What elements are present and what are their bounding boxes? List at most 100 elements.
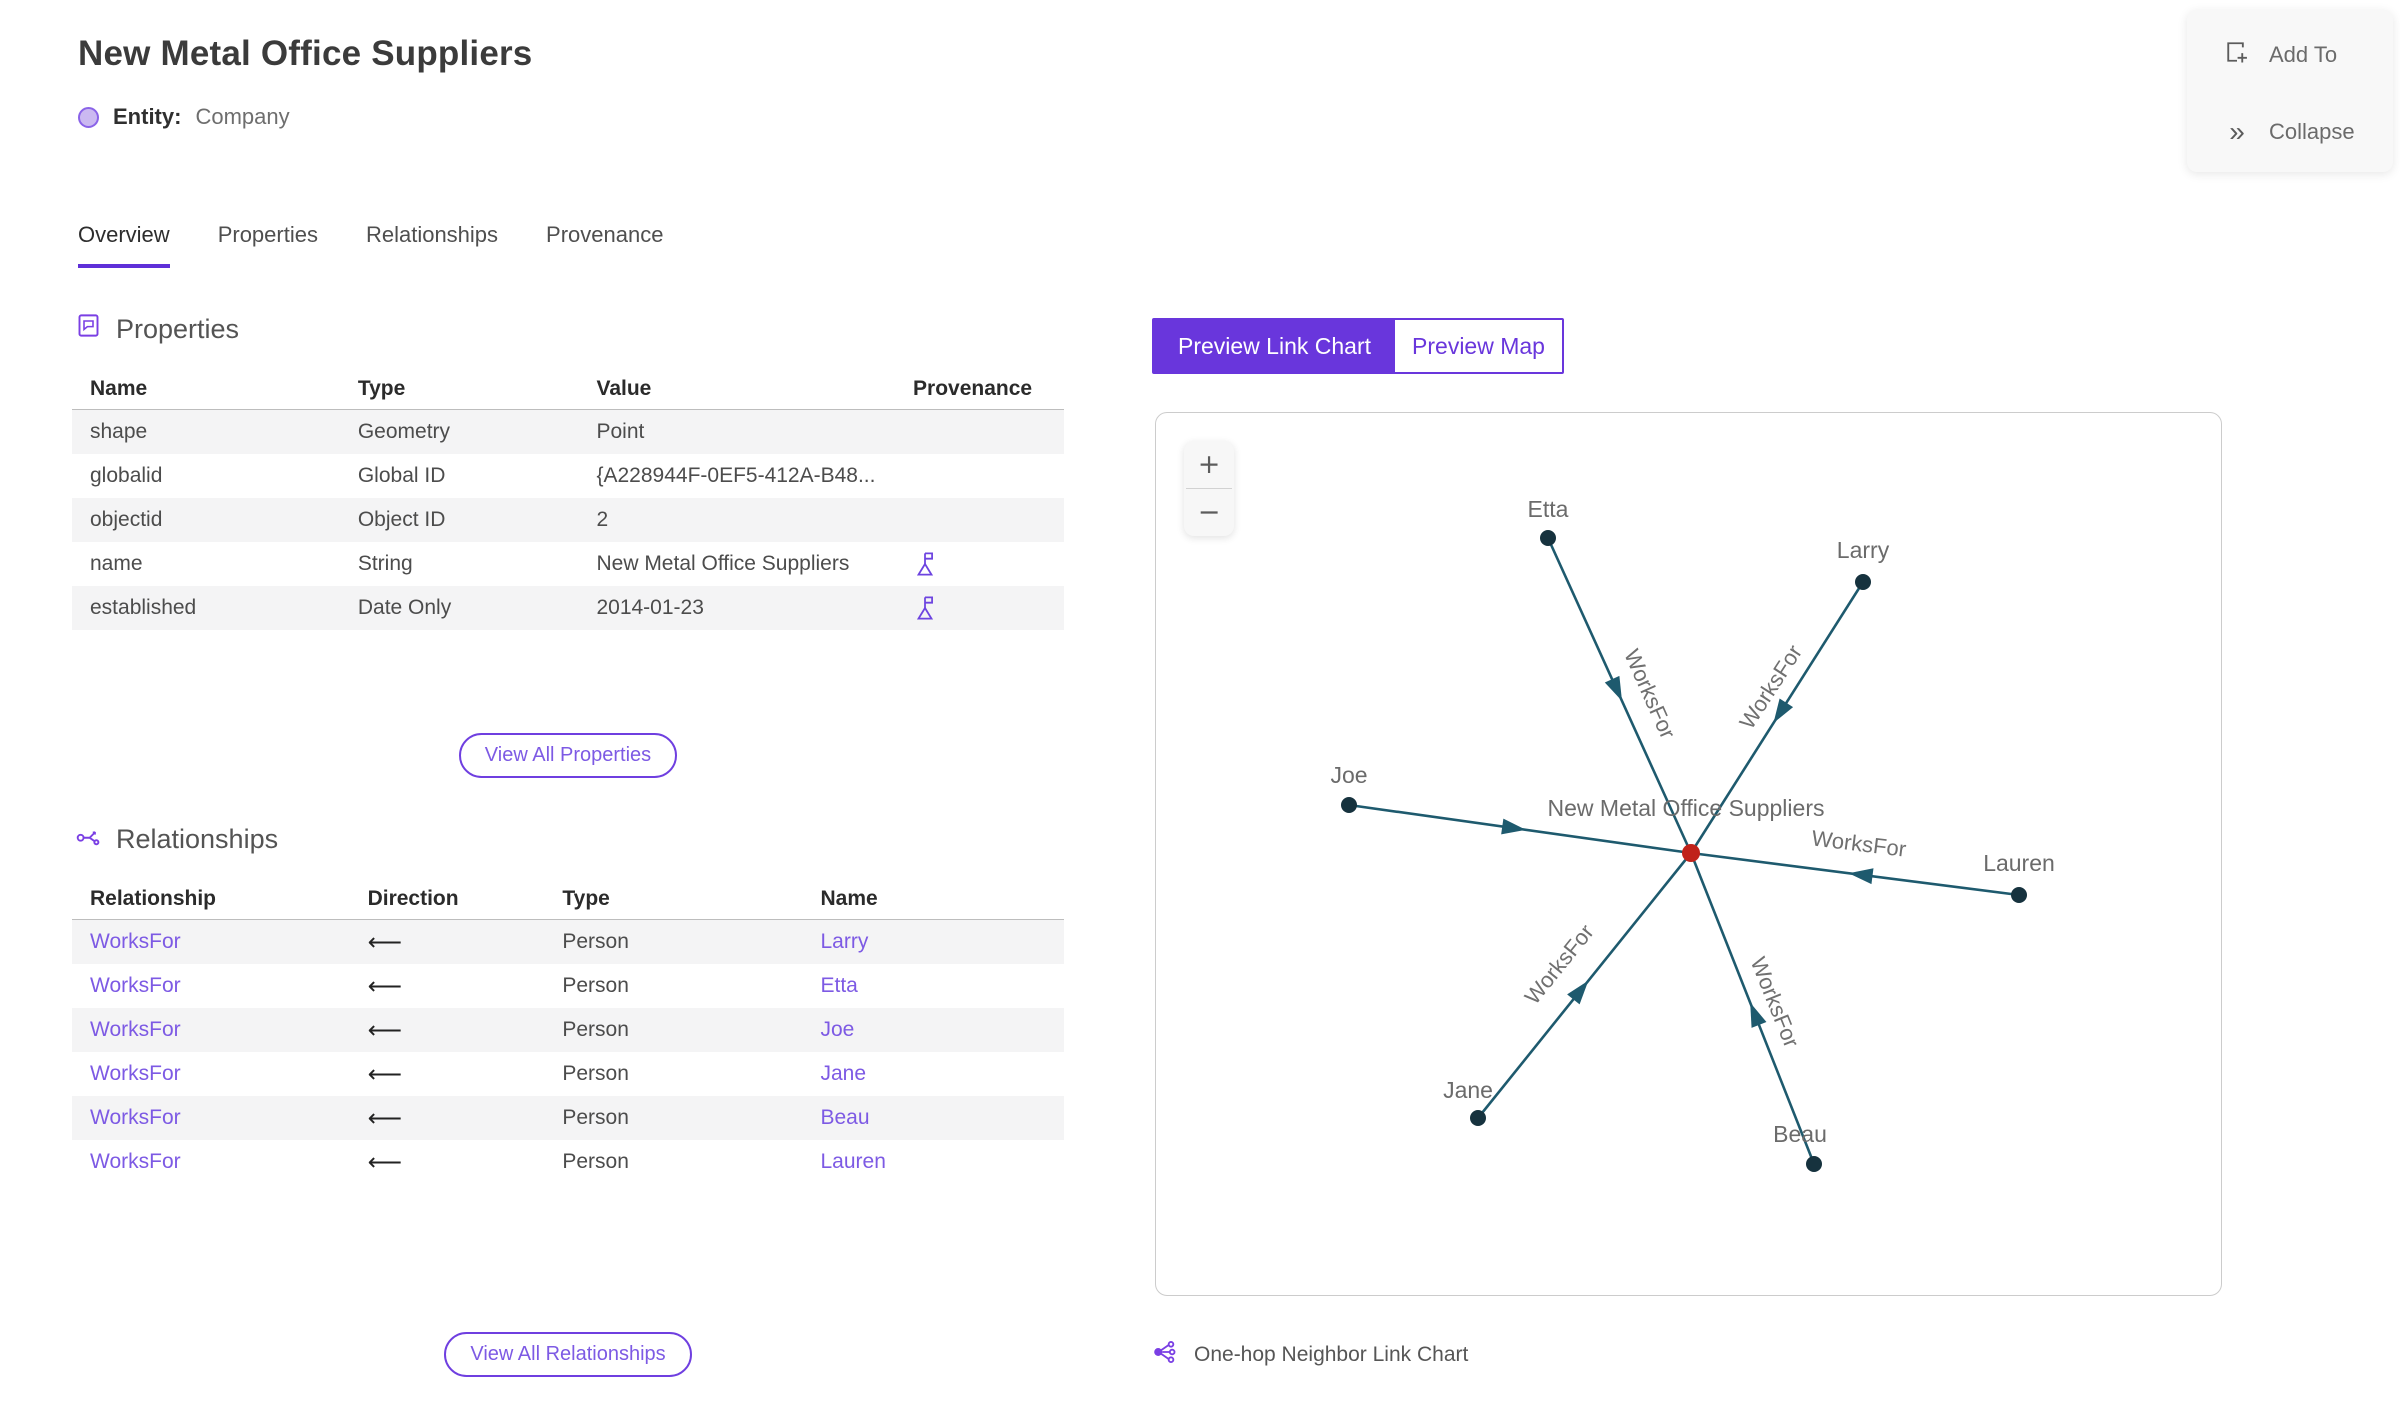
zoom-out-button[interactable]: − xyxy=(1197,497,1221,528)
properties-table: Name Type Value Provenance shape Geometr… xyxy=(72,368,1064,630)
relationship-link[interactable]: WorksFor xyxy=(90,930,181,953)
preview-link-chart-button[interactable]: Preview Link Chart xyxy=(1154,320,1395,372)
properties-section-title: Properties xyxy=(116,313,240,344)
col-name: Name xyxy=(90,376,148,400)
properties-icon xyxy=(75,312,102,346)
tab-bar: Overview Properties Relationships Proven… xyxy=(78,222,663,268)
edge-label-Beau: WorksFor xyxy=(1746,953,1805,1050)
add-to-label: Add To xyxy=(2269,42,2338,67)
relationship-row: WorksFor ⟵ Person Lauren xyxy=(72,1140,1064,1184)
node-label-Jane: Jane xyxy=(1443,1077,1493,1103)
entity-link[interactable]: Etta xyxy=(820,974,858,997)
direction-arrow: ⟵ xyxy=(367,1104,402,1132)
preview-toggle: Preview Link Chart Preview Map xyxy=(1152,318,1564,374)
entity-link[interactable]: Beau xyxy=(820,1106,870,1129)
node-Etta[interactable] xyxy=(1540,530,1556,546)
properties-table-header: Name Type Value Provenance xyxy=(72,368,1064,410)
node-Jane[interactable] xyxy=(1470,1110,1486,1126)
edge-arrowhead xyxy=(1848,868,1874,885)
relationship-row: WorksFor ⟵ Person Beau xyxy=(72,1096,1064,1140)
one-hop-link-chart-icon xyxy=(1150,1338,1178,1372)
relationship-link[interactable]: WorksFor xyxy=(90,1062,181,1085)
page-title: New Metal Office Suppliers xyxy=(78,34,533,73)
tab-properties[interactable]: Properties xyxy=(217,222,318,247)
tab-relationships[interactable]: Relationships xyxy=(365,222,499,247)
collapse-label: Collapse xyxy=(2269,119,2355,144)
relationship-row: WorksFor ⟵ Person Etta xyxy=(72,964,1064,1008)
relationship-link[interactable]: WorksFor xyxy=(90,1106,181,1129)
chart-caption-text: One-hop Neighbor Link Chart xyxy=(1194,1343,1469,1366)
double-chevron-right-icon: » xyxy=(2229,116,2245,147)
property-row: globalid Global ID {A228944F-0EF5-412A-B… xyxy=(90,464,876,487)
relationships-section-title: Relationships xyxy=(116,823,279,854)
node-Larry[interactable] xyxy=(1855,574,1871,590)
edge-arrowhead xyxy=(1567,980,1589,1005)
col-provenance: Provenance xyxy=(913,376,1033,400)
provenance-flag-icon[interactable] xyxy=(913,595,1064,621)
add-to-button[interactable]: Add To xyxy=(2223,38,2393,72)
relationships-icon xyxy=(75,822,102,856)
relationship-link[interactable]: WorksFor xyxy=(90,974,181,997)
view-all-properties-button[interactable]: View All Properties xyxy=(458,733,678,778)
relationships-section-header: Relationships xyxy=(75,822,278,856)
relationships-table: Relationship Direction Type Name WorksFo… xyxy=(72,878,1064,1184)
property-row: shape Geometry Point xyxy=(72,410,1064,454)
relationship-row: WorksFor ⟵ Person Joe xyxy=(72,1008,1064,1052)
collapse-button[interactable]: » Collapse xyxy=(2223,118,2393,146)
node-Lauren[interactable] xyxy=(2011,887,2027,903)
add-to-selection-icon xyxy=(2223,38,2251,72)
relationship-link[interactable]: WorksFor xyxy=(90,1018,181,1041)
node-label-Beau: Beau xyxy=(1773,1121,1827,1147)
relationship-link[interactable]: WorksFor xyxy=(90,1150,181,1173)
edge-arrowhead xyxy=(1750,1002,1767,1028)
node-label-Larry: Larry xyxy=(1837,537,1890,563)
tab-overview[interactable]: Overview xyxy=(78,222,170,268)
relationship-row: WorksFor ⟵ Person Larry xyxy=(72,920,1064,964)
properties-section-header: Properties xyxy=(75,312,239,346)
entity-link[interactable]: Jane xyxy=(820,1062,867,1085)
edge-label-Etta: WorksFor xyxy=(1619,646,1680,743)
edge-arrowhead xyxy=(1773,698,1794,724)
edge-arrowhead xyxy=(1604,675,1623,702)
entity-type-value: Company xyxy=(195,104,290,129)
relationship-row: WorksFor ⟵ Person Jane xyxy=(72,1052,1064,1096)
direction-arrow: ⟵ xyxy=(367,1016,402,1044)
direction-arrow: ⟵ xyxy=(367,928,402,956)
entity-type-dot xyxy=(78,106,99,128)
view-all-relationships-button[interactable]: View All Relationships xyxy=(444,1332,692,1377)
node-label-Joe: Joe xyxy=(1330,762,1367,788)
property-row: name String New Metal Office Suppliers xyxy=(72,542,1064,586)
node-center[interactable] xyxy=(1682,844,1700,862)
direction-arrow: ⟵ xyxy=(367,972,402,1000)
direction-arrow: ⟵ xyxy=(367,1060,402,1088)
edge-arrowhead xyxy=(1501,818,1527,835)
col-name: Name xyxy=(820,886,878,910)
edge-label-Lauren: WorksFor xyxy=(1810,825,1907,861)
relationships-table-header: Relationship Direction Type Name xyxy=(72,878,1064,920)
preview-map-button[interactable]: Preview Map xyxy=(1395,320,1562,372)
node-label-Etta: Etta xyxy=(1528,496,1569,522)
entity-link[interactable]: Lauren xyxy=(820,1150,886,1173)
direction-arrow: ⟵ xyxy=(367,1148,402,1176)
col-value: Value xyxy=(596,376,652,400)
entity-link[interactable]: Larry xyxy=(820,930,869,953)
entity-row: Entity: Company xyxy=(78,104,290,130)
node-label-Lauren: Lauren xyxy=(1983,850,2055,876)
col-relationship: Relationship xyxy=(90,886,217,910)
node-Beau[interactable] xyxy=(1806,1156,1822,1172)
tab-provenance[interactable]: Provenance xyxy=(546,222,664,247)
entity-label: Entity: xyxy=(113,104,182,129)
zoom-in-button[interactable]: + xyxy=(1197,449,1221,480)
property-row: objectid Object ID 2 xyxy=(72,498,1064,542)
col-direction: Direction xyxy=(367,886,459,910)
col-type: Type xyxy=(357,376,406,400)
node-label-center: New Metal Office Suppliers xyxy=(1548,795,1825,821)
zoom-control: + − xyxy=(1184,441,1234,536)
property-row: established Date Only 2014-01-23 xyxy=(72,586,1064,630)
entity-link[interactable]: Joe xyxy=(820,1018,855,1041)
provenance-flag-icon[interactable] xyxy=(913,551,1064,577)
link-chart-card: + − WorksFor WorksFor WorksFor WorksFor Work… xyxy=(1155,412,2222,1296)
col-type: Type xyxy=(562,886,610,910)
node-Joe[interactable] xyxy=(1341,797,1357,813)
